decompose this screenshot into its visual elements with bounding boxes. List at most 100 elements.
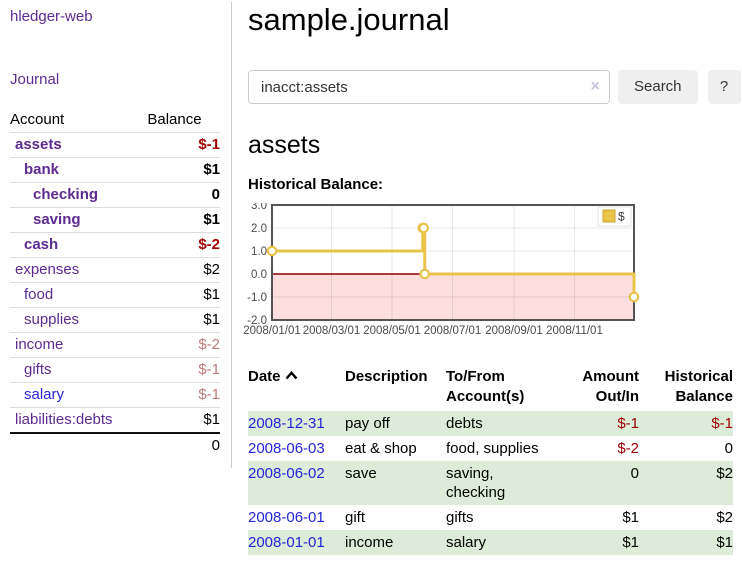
- svg-text:2008/09/01: 2008/09/01: [485, 325, 543, 337]
- account-balance: $2: [147, 257, 220, 283]
- amount-cell: $1: [622, 509, 639, 526]
- accounts-cell: saving, checking: [446, 461, 562, 505]
- account-balance: $1: [147, 407, 220, 433]
- account-link-assets[interactable]: assets: [15, 136, 62, 153]
- account-row: bank $1: [10, 157, 220, 183]
- account-link-cash[interactable]: cash: [24, 236, 59, 253]
- account-balance: $-1: [147, 382, 220, 408]
- svg-text:1.0: 1.0: [251, 246, 267, 258]
- accounts-table: Account Balance assets $-1 bank $1 check…: [10, 108, 220, 458]
- account-link-bank[interactable]: bank: [24, 161, 60, 178]
- register-row: 2008-12-31 pay off debts $-1 $-1: [248, 411, 733, 436]
- page-title: sample.journal: [248, 2, 450, 37]
- description-cell: gift: [345, 509, 366, 526]
- account-row: cash $-2: [10, 232, 220, 258]
- amount-cell: $-1: [562, 411, 645, 436]
- accounts-cell: salary: [446, 530, 562, 555]
- description-cell: pay off: [345, 411, 446, 436]
- column-header-amount-out-in: Amount Out/In: [582, 368, 639, 405]
- account-balance: $-1: [147, 132, 220, 158]
- main-content: sample.journal × Search ? assets Histori…: [232, 2, 742, 555]
- date-link[interactable]: 2008-06-02: [248, 465, 325, 482]
- date-link[interactable]: 2008-01-01: [248, 534, 325, 551]
- balance-cell: $-1: [645, 411, 733, 436]
- accounts-total-row: 0: [10, 432, 220, 458]
- column-header-historical-balance: Historical Balance: [664, 368, 733, 405]
- account-balance: 0: [147, 182, 220, 208]
- chart-title: Historical Balance:: [248, 176, 384, 193]
- sidebar-item-journal[interactable]: Journal: [10, 71, 60, 88]
- svg-text:-2.0: -2.0: [247, 315, 267, 327]
- account-link-salary[interactable]: salary: [24, 386, 65, 403]
- help-button[interactable]: ?: [707, 70, 741, 104]
- account-link-gifts[interactable]: gifts: [24, 361, 52, 378]
- accounts-cell: food, supplies: [446, 440, 539, 457]
- account-link-expenses[interactable]: expenses: [15, 261, 80, 278]
- register-table: Date Description To/From Account(s) Amou…: [248, 367, 733, 555]
- column-header-description: Description: [345, 368, 428, 385]
- clear-search-icon[interactable]: ×: [590, 78, 600, 95]
- account-row: salary $-1: [10, 382, 220, 408]
- account-balance: $-1: [147, 357, 220, 383]
- account-row: food $1: [10, 282, 220, 308]
- account-link-liabilities-debts[interactable]: liabilities:debts: [15, 411, 113, 428]
- description-cell: save: [345, 461, 446, 505]
- account-balance: $1: [147, 157, 220, 183]
- date-link[interactable]: 2008-06-03: [248, 440, 325, 457]
- account-row: assets $-1: [10, 132, 220, 158]
- account-balance: $1: [147, 207, 220, 233]
- account-row: checking 0: [10, 182, 220, 208]
- amount-cell: 0: [562, 461, 645, 505]
- account-link-food[interactable]: food: [24, 286, 54, 303]
- svg-text:2.0: 2.0: [251, 223, 267, 235]
- accounts-cell: debts: [446, 411, 562, 436]
- search-input[interactable]: [248, 70, 610, 104]
- account-row: income $-2: [10, 332, 220, 358]
- svg-text:0.0: 0.0: [251, 269, 267, 281]
- balance-cell: 0: [724, 440, 733, 457]
- register-row: 2008-01-01 income salary $1 $1: [248, 530, 733, 555]
- accounts-total-balance: 0: [147, 432, 220, 458]
- account-row: saving $1: [10, 207, 220, 233]
- account-row: supplies $1: [10, 307, 220, 333]
- accounts-col-balance: Balance: [147, 111, 202, 128]
- account-link-saving[interactable]: saving: [33, 211, 81, 228]
- date-link[interactable]: 2008-12-31: [248, 415, 325, 432]
- account-link-supplies[interactable]: supplies: [24, 311, 80, 328]
- svg-text:2008/03/01: 2008/03/01: [303, 325, 361, 337]
- search-button[interactable]: Search: [618, 70, 698, 104]
- balance-cell: $1: [645, 530, 733, 555]
- account-link-income[interactable]: income: [15, 336, 64, 353]
- column-header-tofrom-accounts: To/From Account(s): [446, 368, 525, 405]
- svg-text:2008/05/01: 2008/05/01: [363, 325, 421, 337]
- description-cell: income: [345, 530, 446, 555]
- column-header-date[interactable]: Date: [248, 367, 345, 411]
- account-heading: assets: [248, 131, 321, 159]
- account-row: expenses $2: [10, 257, 220, 283]
- account-row: liabilities:debts $1: [10, 407, 220, 433]
- sort-ascending-icon: [285, 370, 297, 380]
- accounts-table-header: Account Balance: [10, 108, 220, 133]
- date-link[interactable]: 2008-06-01: [248, 509, 325, 526]
- svg-text:-1.0: -1.0: [247, 292, 267, 304]
- account-link-checking[interactable]: checking: [33, 186, 99, 203]
- svg-text:$: $: [618, 210, 625, 224]
- search-form: × Search ?: [248, 70, 741, 104]
- account-balance: $-2: [147, 332, 220, 358]
- account-balance: $-2: [147, 232, 220, 258]
- svg-text:2008/07/01: 2008/07/01: [424, 325, 482, 337]
- accounts-col-account: Account: [10, 111, 65, 128]
- app-title-link[interactable]: hledger-web: [10, 8, 93, 25]
- svg-text:3.0: 3.0: [251, 203, 267, 212]
- account-balance: $1: [147, 307, 220, 333]
- accounts-cell: gifts: [446, 509, 474, 526]
- svg-text:2008/01/01: 2008/01/01: [243, 325, 301, 337]
- account-row: gifts $-1: [10, 357, 220, 383]
- balance-cell: $2: [645, 461, 733, 505]
- account-balance: $1: [147, 282, 220, 308]
- description-cell: eat & shop: [345, 440, 417, 457]
- amount-cell: $-2: [617, 440, 639, 457]
- register-row: 2008-06-03 eat & shop food, supplies $-2…: [248, 436, 733, 461]
- sidebar: hledger-web Journal Account Balance asse…: [0, 2, 232, 468]
